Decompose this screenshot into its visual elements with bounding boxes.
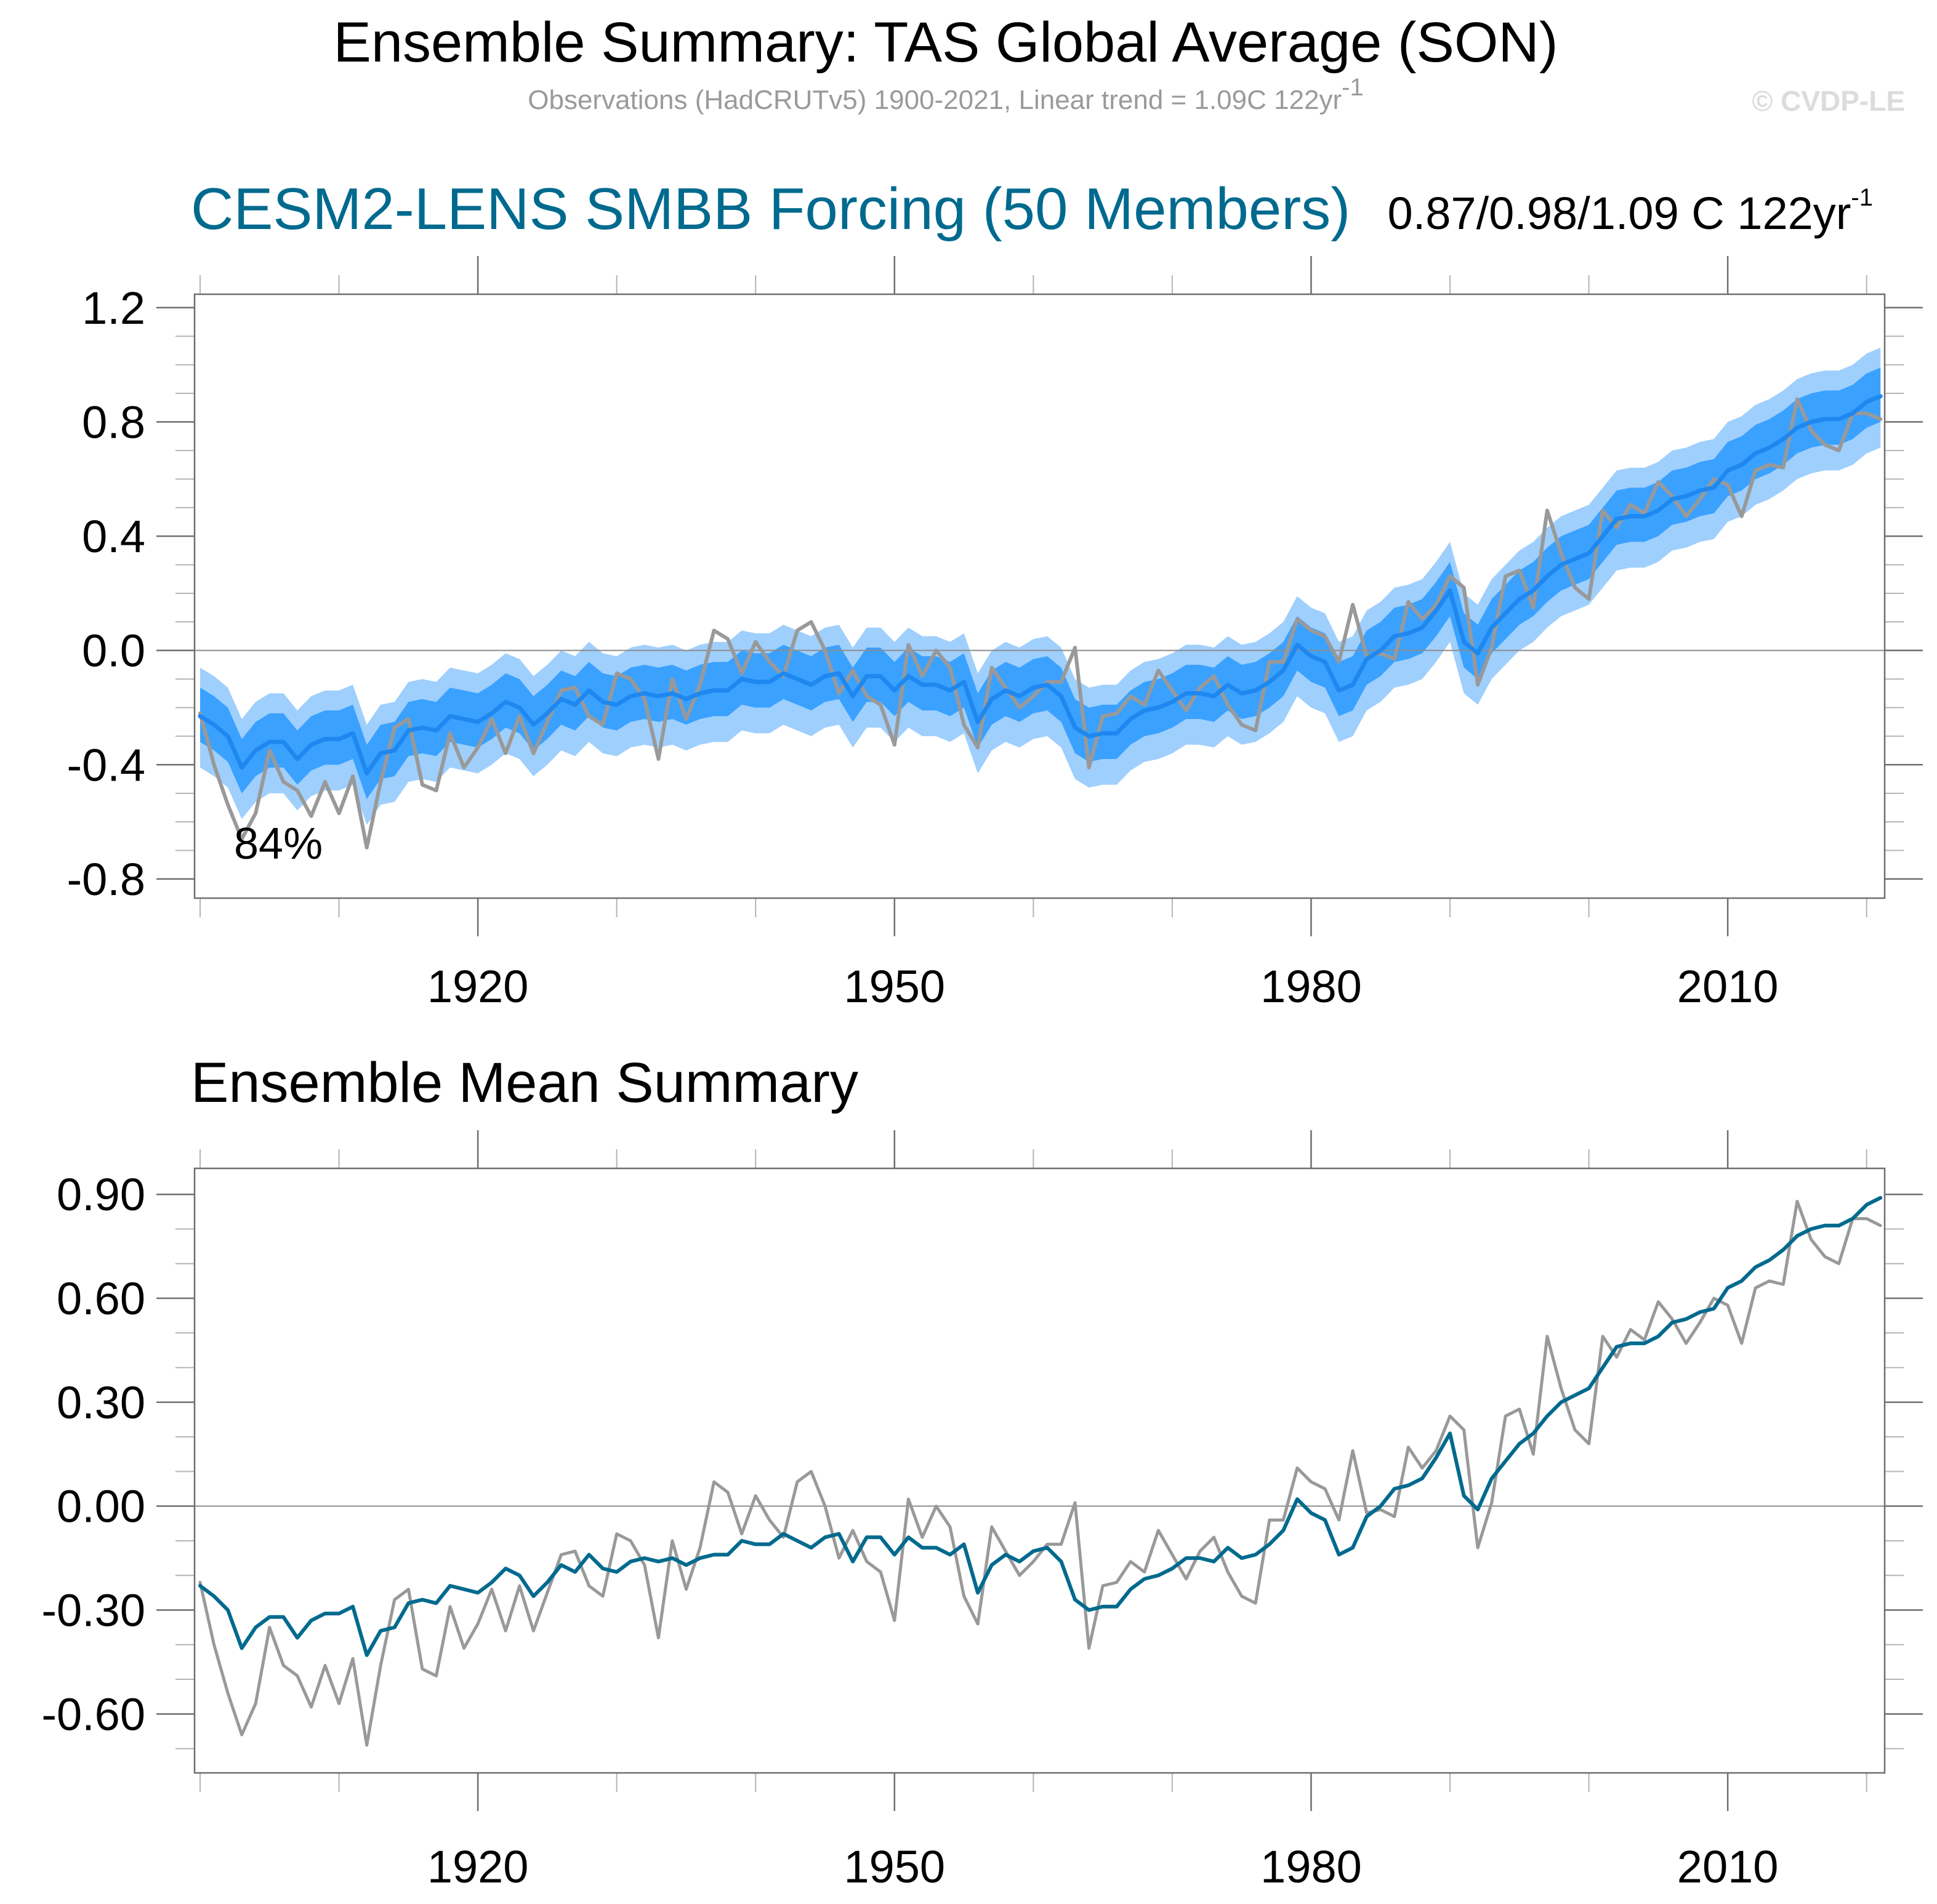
x-tick-label: 1950 bbox=[844, 1841, 945, 1892]
ensemble-mean-panel: -0.60 -0.30 0.00 0.30 0.60 0.90 1920 1950 1980 2… bbox=[41, 1130, 1923, 1892]
panel2-title: Ensemble Mean Summary bbox=[191, 1051, 858, 1114]
panel1-x-axis: 1920 1950 1980 2010 bbox=[199, 256, 1867, 1012]
panel1-frame bbox=[193, 293, 1886, 899]
observations-line bbox=[198, 1200, 1882, 1747]
y-tick-label: 0.90 bbox=[57, 1169, 145, 1220]
copyright-label: © CVDP-LE bbox=[1752, 85, 1905, 117]
y-tick-label: 1.2 bbox=[82, 283, 145, 334]
x-tick-label: 1920 bbox=[427, 961, 529, 1012]
panel2-y-axis: -0.60 -0.30 0.00 0.30 0.60 0.90 bbox=[41, 1169, 1923, 1749]
x-tick-label: 2010 bbox=[1677, 1841, 1779, 1892]
panel2-series bbox=[198, 1195, 1883, 1747]
ensemble-mean-line bbox=[198, 1195, 1883, 1657]
y-tick-label: 0.00 bbox=[57, 1481, 145, 1532]
y-tick-label: 0.60 bbox=[57, 1273, 145, 1324]
observations-points bbox=[199, 399, 1881, 848]
panel2-x-axis: 1920 1950 1980 2010 bbox=[199, 1130, 1867, 1892]
subtitle-superscript: -1 bbox=[1342, 74, 1364, 101]
trend-label: 0.87/0.98/1.09 C 122yr-1 bbox=[1388, 184, 1873, 239]
observations-subtitle: Observations (HadCRUTv5) 1900-2021, Line… bbox=[528, 74, 1364, 115]
x-tick-label: 1980 bbox=[1260, 961, 1362, 1012]
panel1-series bbox=[198, 394, 1883, 850]
panel2-frame bbox=[193, 1167, 1886, 1774]
ensemble-mean-line bbox=[198, 394, 1883, 776]
y-tick-label: 0.0 bbox=[82, 625, 145, 677]
ensemble-mean-points bbox=[199, 396, 1881, 774]
percentile-annotation: 84% bbox=[234, 819, 323, 869]
y-tick-label: -0.30 bbox=[41, 1585, 145, 1636]
y-tick-label: 0.8 bbox=[82, 396, 145, 448]
band-inner bbox=[200, 368, 1881, 799]
model-title: CESM2-LENS SMBB Forcing (50 Members) bbox=[191, 176, 1350, 242]
y-tick-label: -0.4 bbox=[66, 739, 145, 790]
observations-points bbox=[199, 1201, 1881, 1746]
y-tick-label: -0.60 bbox=[41, 1689, 145, 1740]
x-tick-label: 2010 bbox=[1677, 961, 1779, 1012]
x-tick-label: 1920 bbox=[427, 1841, 529, 1892]
x-tick-label: 1950 bbox=[844, 961, 945, 1012]
ensemble-spread-bands bbox=[200, 347, 1881, 825]
ensemble-summary-panel: -0.8 -0.4 0.0 0.4 0.8 1.2 1920 1950 1980 2010 84… bbox=[66, 256, 1923, 1012]
y-tick-label: -0.8 bbox=[66, 854, 145, 905]
observations-line bbox=[198, 397, 1883, 850]
panel1-y-axis: -0.8 -0.4 0.0 0.4 0.8 1.2 bbox=[66, 283, 1923, 905]
x-tick-label: 1980 bbox=[1260, 1841, 1362, 1892]
y-tick-label: 0.4 bbox=[82, 511, 145, 562]
ensemble-mean-points bbox=[199, 1197, 1881, 1655]
trend-label-superscript: -1 bbox=[1851, 184, 1873, 211]
trend-label-text: 0.87/0.98/1.09 C 122yr bbox=[1388, 188, 1851, 239]
main-title: Ensemble Summary: TAS Global Average (SO… bbox=[333, 11, 1558, 74]
subtitle-text: Observations (HadCRUTv5) 1900-2021, Line… bbox=[528, 85, 1342, 115]
y-tick-label: 0.30 bbox=[57, 1377, 145, 1428]
